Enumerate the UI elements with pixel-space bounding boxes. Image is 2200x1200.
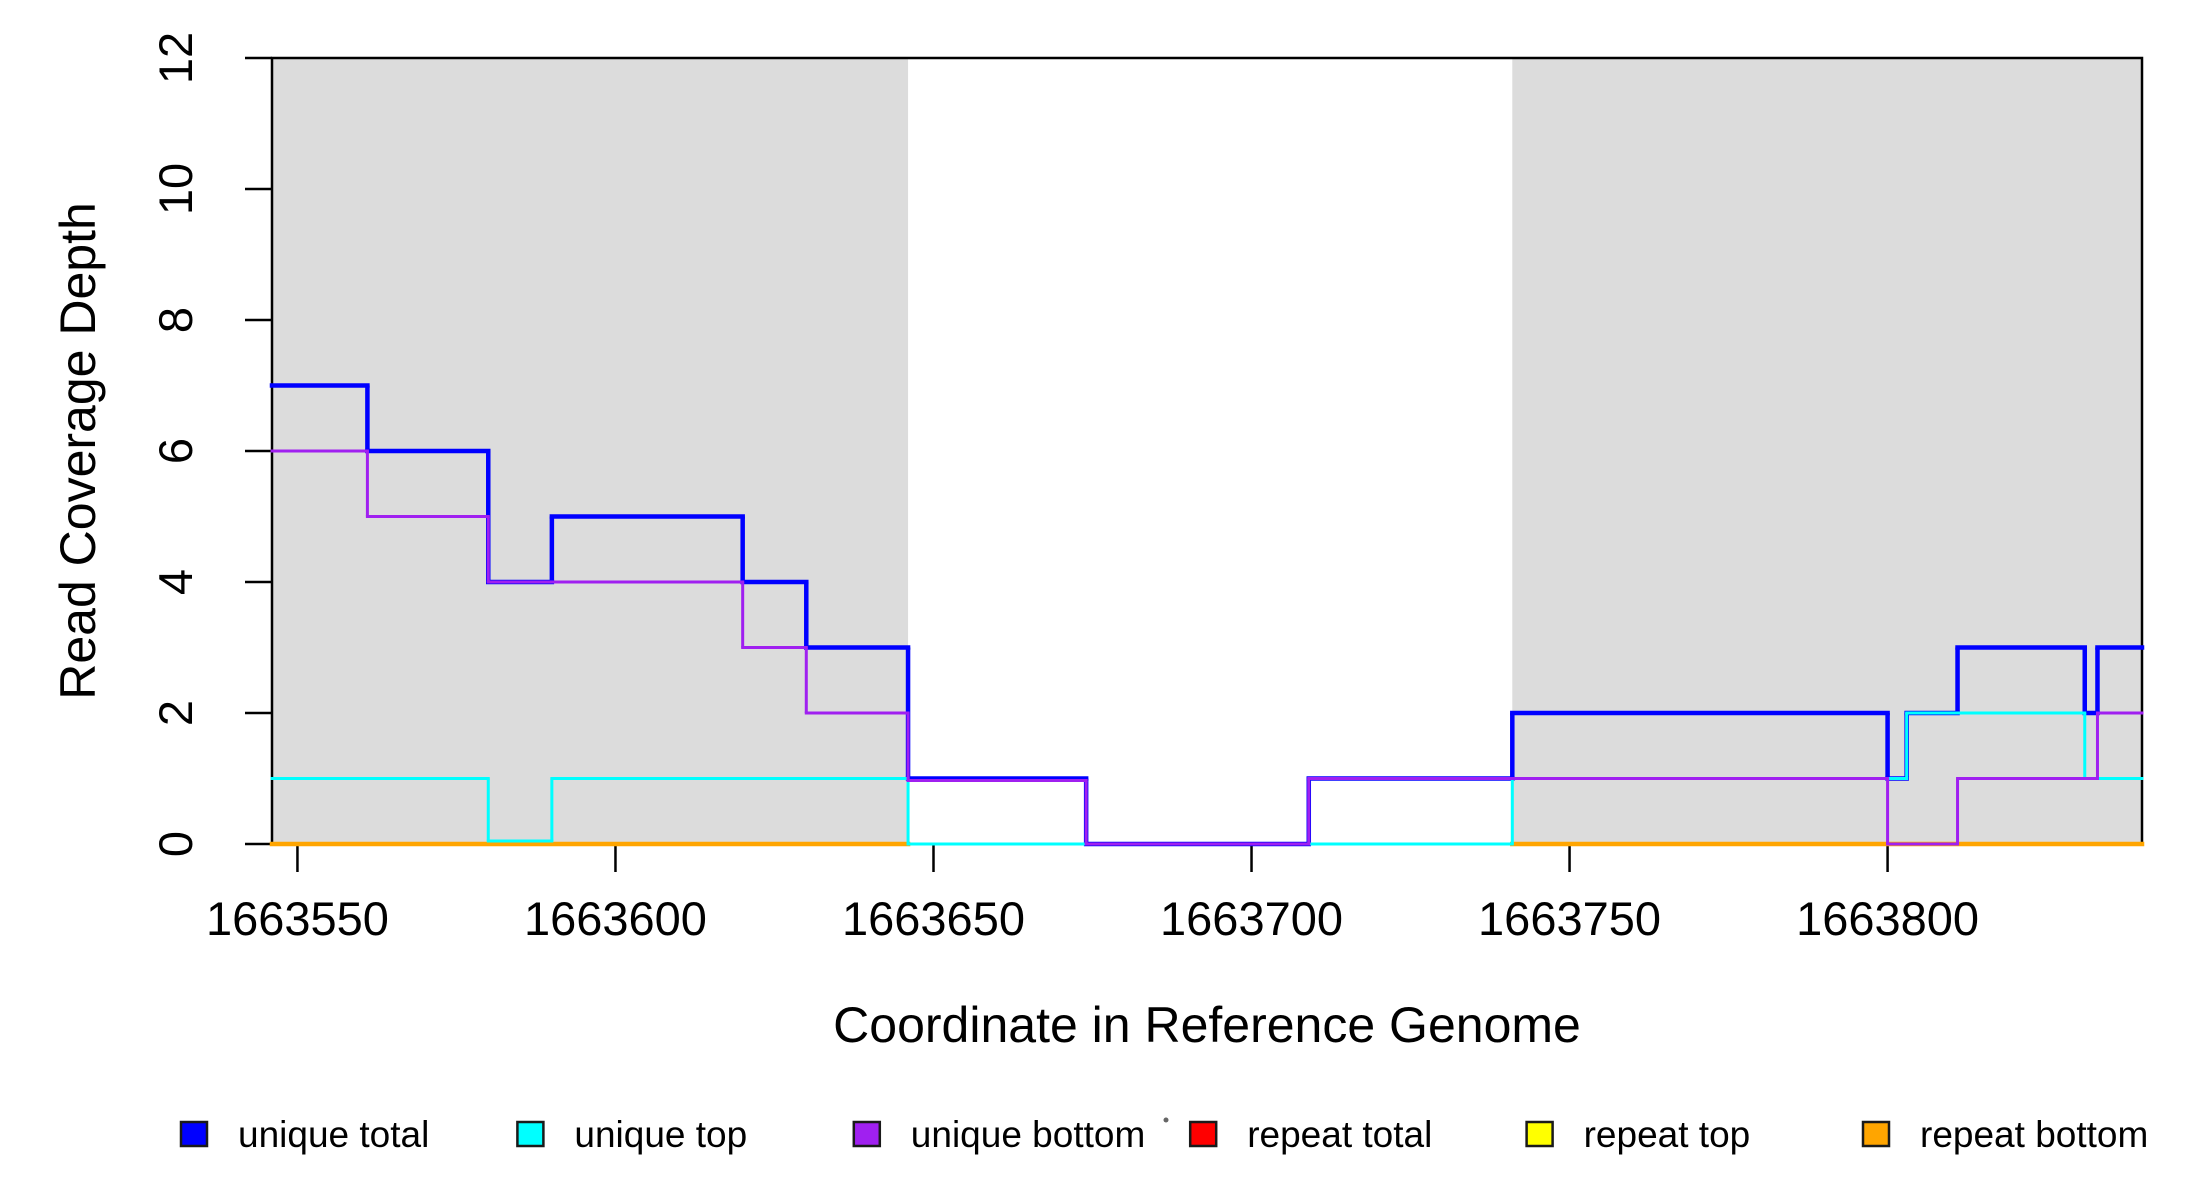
legend-label: repeat bottom	[1920, 1114, 2148, 1155]
legend-swatch	[516, 1120, 545, 1148]
legend-item-unique-total: unique total	[179, 1114, 429, 1155]
x-tick-label: 1663750	[1478, 892, 1661, 945]
x-tick-label: 1663800	[1796, 892, 1979, 945]
x-tick-label: 1663700	[1160, 892, 1343, 945]
repeat-region-right	[1512, 58, 2142, 844]
series-lines	[269, 383, 2145, 847]
legend-item-repeat-total: repeat total	[1188, 1114, 1432, 1155]
legend-label: unique bottom	[911, 1114, 1146, 1155]
y-tick-label: 8	[149, 307, 202, 333]
series-unique-bottom	[270, 449, 2144, 846]
stray-dot	[1163, 1117, 1169, 1123]
x-tick-label: 1663600	[524, 892, 707, 945]
y-tick-label: 0	[149, 831, 202, 857]
legend-item-unique-top: unique top	[516, 1114, 747, 1155]
y-tick-label: 2	[149, 700, 202, 726]
legend: unique total unique top unique bottom repea…	[179, 1114, 2148, 1155]
legend-swatch	[179, 1120, 209, 1148]
y-tick-label: 6	[149, 438, 202, 464]
legend-label: unique total	[238, 1114, 429, 1155]
legend-swatch	[1861, 1120, 1891, 1148]
legend-item-unique-bottom: unique bottom	[852, 1114, 1146, 1155]
legend-label: repeat total	[1247, 1114, 1432, 1155]
y-axis-title: Read Coverage Depth	[50, 202, 106, 700]
decorations	[1163, 1117, 1169, 1123]
legend-item-repeat-bottom: repeat bottom	[1861, 1114, 2148, 1155]
legend-item-repeat-top: repeat top	[1525, 1114, 1751, 1155]
x-axis-ticks: 1663550 1663600 1663650 1663700 1663750 16638…	[206, 844, 1979, 945]
x-tick-label: 1663650	[842, 892, 1025, 945]
legend-label: repeat top	[1584, 1114, 1751, 1155]
y-tick-label: 4	[149, 569, 202, 595]
legend-swatch	[1525, 1120, 1554, 1148]
shaded-repeat-regions	[272, 58, 2142, 844]
legend-label: unique top	[574, 1114, 747, 1155]
x-tick-label: 1663550	[206, 892, 389, 945]
legend-swatch	[1188, 1120, 1218, 1148]
x-axis-title: Coordinate in Reference Genome	[833, 997, 1581, 1053]
y-tick-label: 12	[149, 32, 202, 84]
y-axis-ticks: 0 2 4 6 8 10 12	[149, 32, 272, 857]
legend-swatch	[852, 1120, 882, 1148]
y-tick-label: 10	[149, 163, 202, 215]
